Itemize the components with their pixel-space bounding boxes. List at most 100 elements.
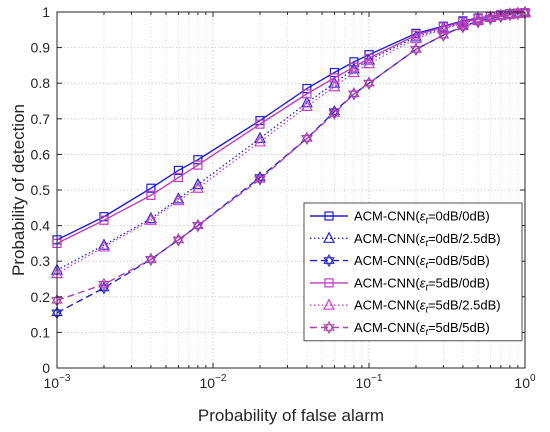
y-tick-label: 0.7 — [31, 111, 51, 127]
hexagram-part — [495, 10, 507, 20]
y-tick-label: 0 — [42, 360, 50, 376]
data-point — [472, 15, 484, 29]
data-point — [363, 76, 375, 90]
data-point — [145, 252, 157, 267]
hexagram-part — [192, 222, 204, 233]
y-tick-label: 0.9 — [31, 40, 51, 56]
hexagram-part — [254, 176, 266, 186]
data-point — [328, 106, 341, 121]
data-point — [173, 165, 183, 176]
hexagram-part — [172, 236, 185, 247]
hexagram-part — [323, 320, 335, 331]
hexagram-part — [472, 18, 484, 29]
data-point — [437, 22, 450, 34]
data-point — [409, 31, 422, 44]
hexagram-part — [410, 46, 422, 56]
data-point — [349, 62, 359, 72]
y-tick-label: 0.8 — [31, 75, 51, 91]
legend-entry: ACM-CNN(εt=5dB/2.5dB) — [310, 298, 501, 315]
y-tick-label: 0.2 — [31, 289, 51, 305]
data-point — [253, 135, 266, 147]
data-point — [363, 56, 375, 69]
data-point — [457, 20, 469, 34]
hexagram-part — [328, 106, 341, 117]
hexagram-part — [519, 9, 531, 20]
data-point — [411, 30, 421, 40]
legend-label: ACM-CNN(εt=0dB/5dB) — [354, 253, 490, 270]
y-tick-label: 0.3 — [31, 253, 51, 269]
data-point — [328, 79, 341, 92]
legend-label: ACM-CNN(εt=5dB/0dB) — [354, 275, 490, 292]
hexagram-part — [348, 90, 360, 101]
hexagram-part — [323, 253, 335, 264]
data-point — [364, 53, 374, 63]
data-point — [484, 12, 497, 26]
hexagram-part — [437, 28, 450, 39]
hexagram-part — [98, 284, 110, 295]
data-point — [255, 119, 265, 129]
hexagram-part — [323, 324, 335, 335]
hexagram-part — [172, 233, 185, 244]
data-point — [302, 89, 312, 99]
hexagram-part — [145, 256, 157, 267]
y-tick-label: 0.4 — [31, 218, 51, 234]
hexagram-part — [484, 15, 497, 26]
hexagram-part — [192, 219, 204, 229]
x-tick-label: 10−1 — [356, 373, 383, 391]
axes: 0 0.1 0.2 0.3 0.4 0.5 0.6 0.7 0.8 0.9 1 10−3 10−2 10−… — [31, 4, 536, 391]
hexagram-part — [484, 12, 497, 23]
hexagram-part — [145, 252, 157, 263]
hexagram-part — [457, 20, 469, 31]
legend-marker — [323, 320, 335, 335]
legend-label: ACM-CNN(εt=0dB/0dB) — [354, 209, 490, 226]
hexagram-part — [472, 15, 484, 26]
series-line — [56, 12, 526, 314]
data-point — [437, 28, 450, 42]
hexagram-part — [301, 135, 313, 145]
hexagram-part — [254, 172, 266, 183]
data-point — [173, 172, 183, 183]
data-point — [191, 181, 204, 193]
y-tick-label: 0.5 — [31, 182, 51, 198]
x-tick-label: 10−2 — [200, 373, 227, 391]
legend-entry: ACM-CNN(εt=0dB/2.5dB) — [310, 231, 501, 248]
legend-entry: ACM-CNN(εt=5dB/5dB) — [310, 320, 490, 337]
hexagram-part — [457, 23, 469, 34]
data-point — [410, 42, 422, 56]
hexagram-part — [410, 42, 422, 53]
data-point — [144, 213, 157, 225]
legend-label: ACM-CNN(εt=0dB/2.5dB) — [354, 231, 501, 248]
legend-marker — [323, 231, 335, 243]
data-point — [348, 87, 360, 101]
data-point — [300, 99, 313, 111]
legend-entry: ACM-CNN(εt=5dB/0dB) — [310, 275, 490, 292]
data-point — [347, 65, 360, 78]
legend-marker — [324, 278, 334, 288]
hexagram-part — [328, 110, 341, 121]
legend-entry: ACM-CNN(εt=0dB/0dB) — [310, 209, 490, 226]
data-point — [144, 211, 157, 224]
data-point — [97, 240, 110, 252]
data-point — [99, 215, 109, 225]
data-point — [172, 192, 185, 204]
y-axis-label: Probability of detection — [9, 104, 28, 276]
x-axis-label: Probability of false alarm — [198, 406, 384, 425]
data-point — [253, 131, 266, 143]
data-point — [193, 160, 203, 170]
hexagram-part — [348, 87, 360, 98]
y-tick-label: 0.1 — [31, 324, 51, 340]
data-point — [192, 219, 204, 233]
y-tick-label: 1 — [42, 4, 50, 20]
legend-marker — [323, 253, 335, 268]
legend-marker — [323, 298, 335, 310]
data-point — [97, 238, 110, 250]
y-tick-label: 0.6 — [31, 146, 51, 162]
data-point — [254, 172, 266, 186]
x-tick-label: 10−3 — [44, 373, 71, 391]
hexagram-part — [437, 31, 450, 42]
legend: ACM-CNN(εt=0dB/0dB) ACM-CNN(εt=0dB/2.5dB)… — [303, 202, 523, 342]
data-point — [456, 16, 469, 28]
data-point — [146, 183, 156, 193]
hexagram-part — [98, 277, 110, 288]
